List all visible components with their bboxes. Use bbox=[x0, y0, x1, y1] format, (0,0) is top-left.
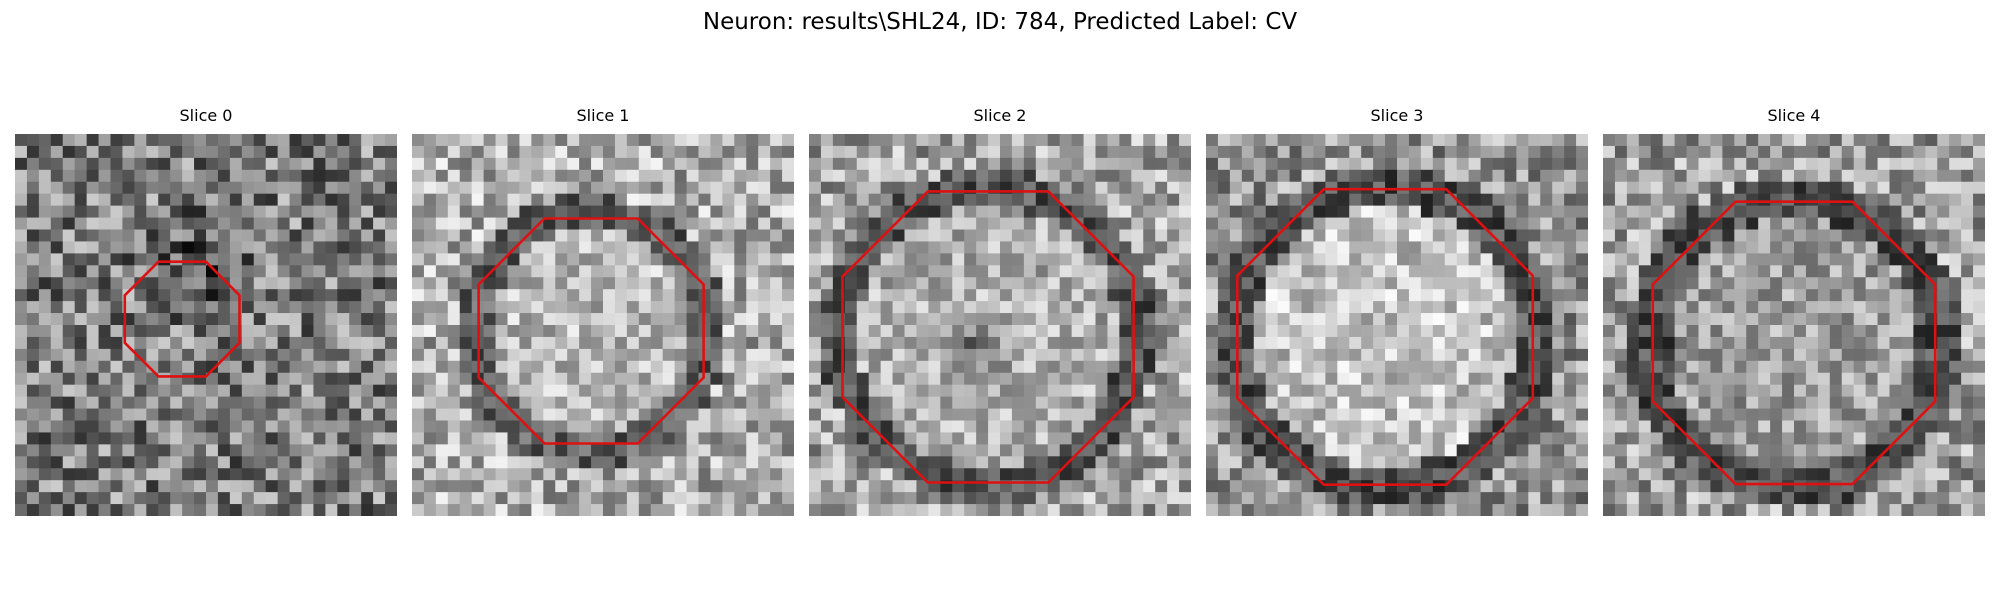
slice-title: Slice 1 bbox=[576, 106, 630, 125]
roi-contour bbox=[841, 190, 1135, 484]
slice-image bbox=[412, 134, 794, 516]
slice-image bbox=[15, 134, 397, 516]
figure-title: Neuron: results\SHL24, ID: 784, Predicte… bbox=[702, 9, 1298, 35]
roi-contour bbox=[1651, 200, 1937, 486]
roi-contour bbox=[477, 217, 705, 445]
slice-image bbox=[1603, 134, 1985, 516]
roi-contour bbox=[123, 260, 241, 378]
slice-image bbox=[1206, 134, 1588, 516]
slice-title: Slice 4 bbox=[1767, 106, 1821, 125]
roi-contour bbox=[1235, 187, 1535, 487]
slice-title: Slice 0 bbox=[179, 106, 233, 125]
slice-title: Slice 2 bbox=[973, 106, 1027, 125]
slice-image bbox=[809, 134, 1191, 516]
slice-title: Slice 3 bbox=[1370, 106, 1424, 125]
